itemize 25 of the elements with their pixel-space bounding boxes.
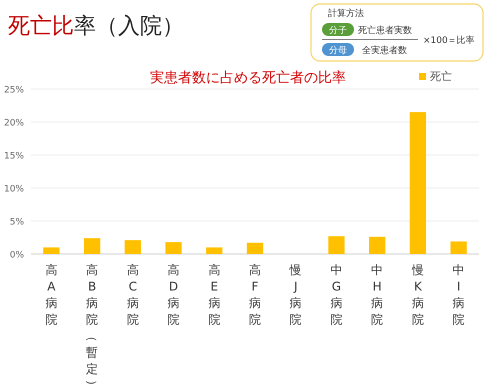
bar <box>328 236 345 254</box>
y-tick-label: 20% <box>4 118 24 128</box>
y-tick-label: 25% <box>4 86 24 96</box>
bar <box>246 242 264 254</box>
bar <box>84 238 100 254</box>
bar <box>165 242 182 254</box>
text: 分子 <box>329 25 347 36</box>
bar <box>369 236 386 254</box>
text: 全実患者数 <box>362 45 407 56</box>
y-tick-label: 5% <box>10 218 24 228</box>
bar <box>124 240 141 254</box>
y-tick-label: 15% <box>4 152 24 162</box>
title: 死亡比率（入院） <box>8 14 184 39</box>
chart-subtitle: 実患者数に占める死亡者の比率 <box>150 70 346 86</box>
bar <box>450 241 467 254</box>
text: 死亡患者実数 <box>358 25 412 36</box>
text: 計算方法 <box>328 8 364 19</box>
bar <box>206 247 222 254</box>
y-tick-label: 0% <box>10 250 24 260</box>
text: 分母 <box>329 45 347 56</box>
text: ×100＝比率 <box>423 35 475 46</box>
y-tick-label: 10% <box>4 184 24 194</box>
bar <box>43 247 60 254</box>
bar <box>410 112 426 254</box>
legend-label: 死亡 <box>430 70 452 83</box>
